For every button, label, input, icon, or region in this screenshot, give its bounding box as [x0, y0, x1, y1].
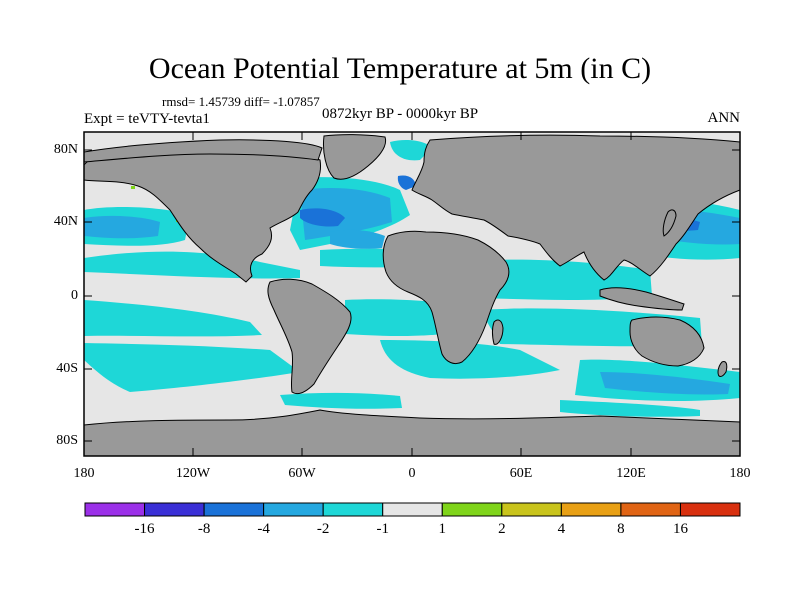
- antarctica: [83, 409, 741, 457]
- experiment-label: Expt = teVTY-tevta1: [84, 111, 210, 127]
- madagascar: [492, 319, 504, 345]
- x-tick-label: 180: [729, 466, 751, 481]
- colorbar-label: 16: [672, 521, 688, 537]
- colorbar-swatch: [144, 502, 205, 517]
- colorbar-swatch: [382, 502, 443, 517]
- colorbar-label: 8: [617, 521, 625, 537]
- season-label: ANN: [707, 110, 741, 126]
- x-tick-label: 120W: [175, 466, 211, 481]
- africa: [382, 230, 510, 365]
- x-tick-label: 60E: [509, 466, 533, 481]
- x-tick-label: 0: [408, 466, 416, 481]
- japan: [662, 209, 677, 237]
- colorbar-label: -1: [376, 521, 389, 537]
- axis-ticks: [83, 132, 741, 456]
- colorbar-swatch: [560, 502, 622, 517]
- colorbar-label: 1: [438, 521, 447, 537]
- australia: [629, 316, 705, 367]
- colorbar: [84, 502, 741, 517]
- y-tick-label: 40S: [56, 361, 78, 376]
- y-tick-label: 80N: [53, 142, 78, 157]
- x-tick-label: 180: [73, 466, 95, 481]
- colorbar-swatch: [203, 502, 265, 517]
- colorbar-label: 4: [557, 521, 566, 537]
- y-tick-label: 0: [71, 288, 78, 303]
- colorbar-label: 2: [498, 521, 506, 537]
- colorbar-swatch: [501, 502, 562, 517]
- x-tick-label: 120E: [616, 466, 646, 481]
- y-tick-label: 80S: [56, 433, 78, 448]
- maritime-continent: [599, 287, 685, 311]
- y-tick-label: 40N: [53, 214, 78, 229]
- colorbar-swatch: [263, 502, 324, 517]
- colorbar-swatch: [441, 502, 503, 517]
- greenland: [323, 134, 387, 180]
- colorbar-swatch: [620, 502, 681, 517]
- colorbar-swatch: [679, 502, 741, 517]
- new-zealand: [717, 361, 728, 377]
- colorbar-label: -2: [316, 521, 330, 537]
- x-tick-label: 60W: [288, 466, 316, 481]
- period-label: 0872kyr BP - 0000kyr BP: [322, 106, 479, 122]
- plot-title: Ocean Potential Temperature at 5m (in C): [148, 52, 652, 85]
- colorbar-swatch: [322, 502, 384, 517]
- colorbar-swatch: [84, 502, 146, 517]
- land-masses: [83, 134, 741, 457]
- stats-label: rmsd= 1.45739 diff= -1.07857: [162, 94, 320, 109]
- colorbar-label: -16: [134, 521, 155, 537]
- colorbar-label: -4: [257, 521, 270, 537]
- arctic-strip: [83, 139, 323, 163]
- south-america: [267, 278, 352, 395]
- colorbar-label: -8: [197, 521, 211, 537]
